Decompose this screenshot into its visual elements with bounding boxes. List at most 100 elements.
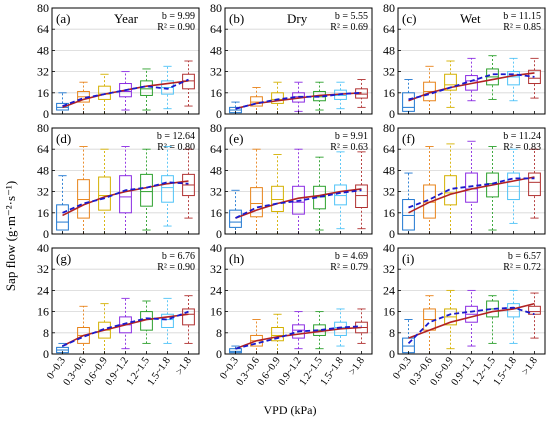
panel-label: (e) bbox=[229, 131, 243, 146]
slope-label: b = 4.69 bbox=[335, 251, 368, 262]
y-tick-label: 80 bbox=[210, 121, 222, 135]
box-7 bbox=[528, 292, 541, 339]
box-6 bbox=[507, 289, 520, 344]
mean-line bbox=[235, 189, 362, 219]
y-tick-label: 0 bbox=[216, 347, 222, 361]
y-tick-label: 16 bbox=[37, 86, 49, 100]
y-axis-label: Sap flow (g·m⁻²·s⁻¹) bbox=[3, 181, 18, 291]
box-4 bbox=[465, 289, 478, 347]
box-iqr bbox=[56, 102, 69, 111]
y-tick-label: 32 bbox=[37, 185, 49, 199]
y-tick-label: 32 bbox=[383, 65, 395, 79]
panel-label: (f) bbox=[402, 131, 415, 146]
y-tick-label: 80 bbox=[383, 121, 395, 135]
box-6 bbox=[161, 146, 174, 227]
box-2 bbox=[423, 65, 436, 115]
box-5 bbox=[313, 156, 326, 231]
r2-label: R² = 0.85 bbox=[503, 22, 541, 33]
box-iqr bbox=[77, 179, 90, 219]
fit-line bbox=[62, 313, 189, 347]
slope-label: b = 6.57 bbox=[508, 251, 541, 262]
fit-line bbox=[408, 72, 535, 102]
slope-label: b = 9.91 bbox=[335, 131, 368, 142]
y-tick-label: 80 bbox=[210, 1, 222, 15]
box-iqr bbox=[402, 199, 415, 231]
panel-label: (d) bbox=[56, 131, 71, 146]
r2-label: R² = 0.90 bbox=[157, 262, 195, 273]
y-tick-label: 64 bbox=[210, 22, 222, 36]
panel-title: Year bbox=[114, 11, 139, 26]
box-iqr bbox=[140, 80, 153, 96]
y-tick-label: 48 bbox=[383, 163, 395, 177]
r2-label: R² = 0.80 bbox=[157, 142, 195, 153]
box-iqr bbox=[528, 172, 541, 197]
y-tick-label: 0 bbox=[43, 107, 49, 121]
box-2 bbox=[77, 146, 90, 235]
mean-line bbox=[62, 181, 189, 214]
box-iqr bbox=[271, 327, 284, 342]
box-2 bbox=[250, 319, 263, 355]
panel-title: Dry bbox=[287, 11, 308, 26]
box-2 bbox=[423, 295, 436, 355]
fit-line bbox=[235, 188, 362, 219]
box-iqr bbox=[402, 337, 415, 354]
x-tick-label: >1.8 bbox=[347, 355, 367, 377]
box-iqr bbox=[161, 313, 174, 328]
y-tick-label: 48 bbox=[383, 43, 395, 57]
r2-label: R² = 0.90 bbox=[157, 22, 195, 33]
y-tick-label: 16 bbox=[37, 206, 49, 220]
y-tick-label: 16 bbox=[383, 305, 395, 319]
r2-label: R² = 0.69 bbox=[330, 22, 368, 33]
mean-line bbox=[62, 310, 189, 347]
mean-line bbox=[408, 73, 535, 101]
box-iqr bbox=[271, 185, 284, 212]
y-tick-label: 64 bbox=[37, 142, 49, 156]
y-tick-label: 16 bbox=[37, 305, 49, 319]
y-tick-label: 32 bbox=[210, 262, 222, 276]
fit-line bbox=[408, 302, 535, 339]
y-tick-label: 16 bbox=[383, 206, 395, 220]
box-iqr bbox=[229, 209, 242, 228]
y-tick-label: 80 bbox=[37, 1, 49, 15]
y-tick-label: 40 bbox=[383, 241, 395, 255]
box-1 bbox=[56, 92, 69, 115]
box-5 bbox=[140, 68, 153, 111]
mean-line bbox=[235, 91, 362, 110]
y-tick-label: 48 bbox=[210, 163, 222, 177]
box-1 bbox=[402, 172, 415, 235]
y-tick-label: 32 bbox=[37, 65, 49, 79]
box-7 bbox=[182, 60, 195, 107]
box-4 bbox=[292, 311, 305, 350]
y-tick-label: 8 bbox=[43, 326, 49, 340]
box-7 bbox=[355, 79, 368, 108]
box-iqr bbox=[528, 305, 541, 315]
box-7 bbox=[182, 148, 195, 219]
r2-label: R² = 0.72 bbox=[503, 262, 541, 273]
box-4 bbox=[465, 57, 478, 102]
box-5 bbox=[486, 295, 499, 344]
box-4 bbox=[119, 297, 132, 350]
slope-label: b = 9.99 bbox=[162, 11, 195, 22]
y-tick-label: 40 bbox=[210, 241, 222, 255]
y-tick-label: 80 bbox=[37, 121, 49, 135]
box-iqr bbox=[182, 308, 195, 326]
box-2 bbox=[250, 87, 263, 115]
y-tick-label: 24 bbox=[210, 283, 222, 297]
y-tick-label: 48 bbox=[37, 43, 49, 57]
y-tick-label: 24 bbox=[383, 283, 395, 297]
y-tick-label: 32 bbox=[383, 185, 395, 199]
slope-label: b = 12.64 bbox=[157, 131, 195, 142]
y-tick-label: 64 bbox=[210, 142, 222, 156]
y-tick-label: 64 bbox=[383, 142, 395, 156]
box-iqr bbox=[334, 184, 347, 206]
mean-line bbox=[407, 306, 535, 345]
y-tick-label: 40 bbox=[37, 241, 49, 255]
box-3 bbox=[271, 81, 284, 115]
panel-title: Wet bbox=[460, 11, 481, 26]
